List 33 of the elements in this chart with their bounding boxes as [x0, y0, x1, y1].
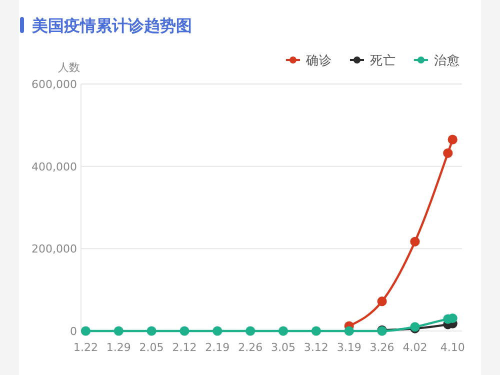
- legend-label: 治愈: [434, 52, 460, 68]
- point: [180, 326, 190, 336]
- x-tick-label: 3.05: [271, 341, 296, 354]
- y-tick-label: 0: [70, 325, 77, 338]
- legend-label: 确诊: [305, 52, 332, 68]
- chart-title: 美国疫情累计诊趋势图: [31, 16, 192, 35]
- x-tick-label: 1.22: [73, 341, 98, 354]
- point: [377, 296, 387, 306]
- point: [311, 326, 321, 336]
- point: [443, 148, 453, 158]
- point: [246, 326, 256, 336]
- x-tick-label: 2.19: [205, 341, 230, 354]
- legend-label: 死亡: [370, 52, 396, 68]
- x-tick-label: 3.26: [370, 341, 394, 354]
- point: [410, 236, 420, 246]
- x-tick-label: 4.02: [402, 341, 428, 354]
- x-tick-label: 2.12: [172, 341, 197, 354]
- point: [278, 326, 288, 336]
- point: [80, 326, 91, 336]
- point: [114, 326, 124, 336]
- y-tick-label: 400,000: [32, 160, 77, 174]
- x-tick-label: 1.29: [106, 341, 131, 354]
- x-tick-label: 4.10: [440, 341, 465, 354]
- point: [146, 326, 156, 336]
- point: [212, 326, 222, 336]
- y-tick-label: 600,000: [32, 78, 77, 91]
- x-tick-label: 2.26: [238, 341, 263, 354]
- x-tick-label: 3.19: [336, 341, 362, 354]
- x-tick-label: 3.12: [304, 341, 328, 354]
- point: [344, 326, 354, 336]
- y-tick-label: 200,000: [32, 242, 77, 256]
- y-axis-title: 人数: [58, 61, 80, 74]
- x-tick-label: 2.05: [139, 341, 164, 354]
